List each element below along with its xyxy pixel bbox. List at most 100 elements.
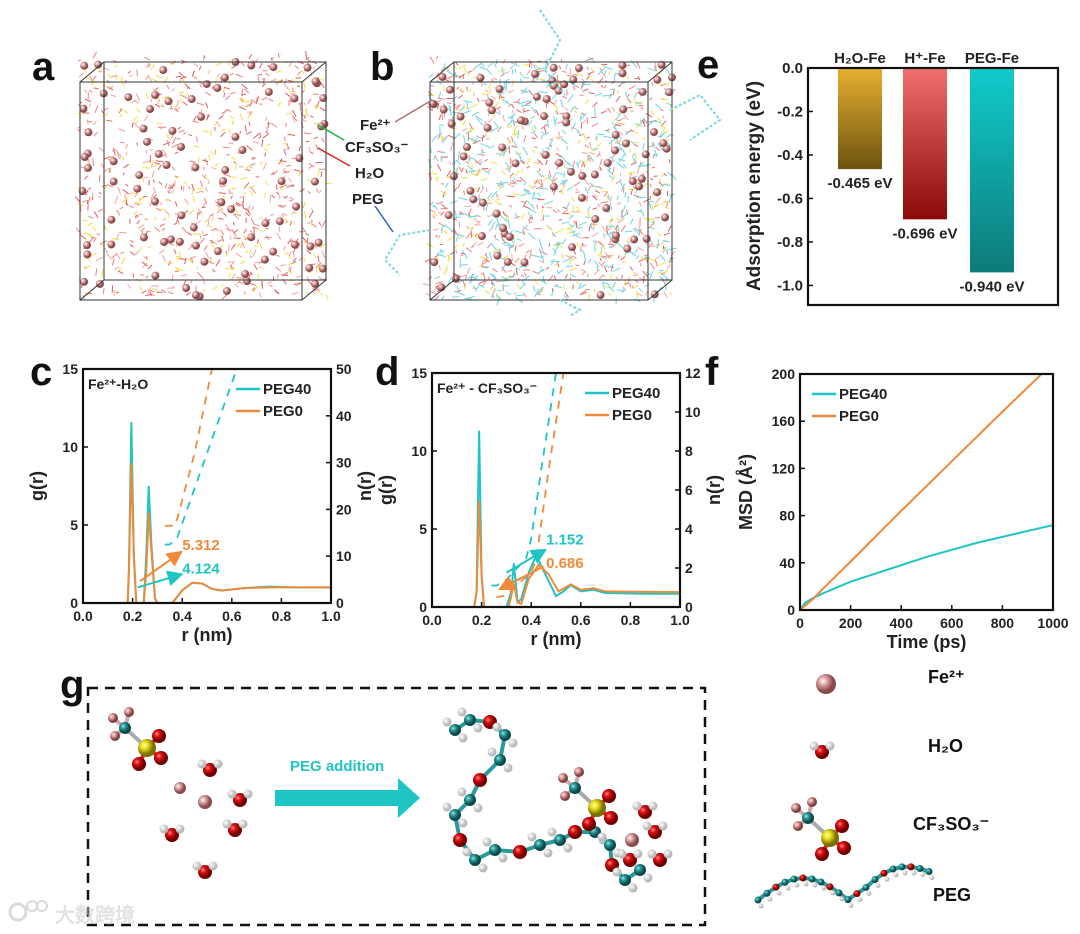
- solvent-mark: [532, 180, 536, 184]
- solvent-mark: [573, 181, 581, 187]
- solvent-mark: [474, 187, 480, 190]
- solvent-mark: [585, 57, 594, 62]
- fe-ion: [311, 279, 320, 288]
- solvent-mark: [119, 141, 125, 144]
- peg-chain-mark: [468, 137, 477, 142]
- fe-ion: [269, 247, 278, 256]
- peg-chain-mark: [480, 142, 490, 148]
- fe-ion: [303, 63, 312, 72]
- solvent-mark: [82, 200, 87, 203]
- solvent-mark: [201, 206, 206, 209]
- solvent-mark: [660, 272, 667, 276]
- solvent-mark: [226, 153, 230, 156]
- solvent-mark: [247, 205, 251, 210]
- solvent-mark: [321, 137, 325, 143]
- peg-chain-mark: [570, 230, 576, 233]
- fe-ion: [469, 195, 478, 204]
- fe-ion: [438, 72, 447, 81]
- solvent-mark: [522, 230, 526, 236]
- solvent-mark: [512, 109, 514, 114]
- peg-chain-mark: [501, 66, 505, 76]
- peg-chain-mark: [659, 254, 666, 262]
- atom-c: [499, 729, 511, 741]
- peg-chain-mark: [465, 100, 469, 110]
- solvent-mark: [591, 116, 597, 119]
- solvent-mark: [626, 93, 631, 98]
- solvent-mark: [132, 116, 138, 122]
- solvent-mark: [503, 275, 511, 281]
- solvent-mark: [315, 262, 322, 268]
- atom-h: [875, 882, 881, 888]
- solvent-mark: [581, 152, 588, 154]
- peg-chain-mark: [497, 289, 502, 292]
- solvent-mark: [223, 86, 230, 90]
- solvent-mark: [509, 182, 516, 185]
- solvent-mark: [615, 95, 621, 103]
- solvent-mark: [106, 184, 114, 188]
- solvent-mark: [122, 197, 129, 204]
- y-tick-label: 0: [70, 595, 78, 611]
- solvent-mark: [440, 207, 448, 210]
- solvent-mark: [118, 231, 127, 234]
- peg-chain-mark: [635, 101, 643, 105]
- solvent-mark: [540, 208, 544, 215]
- fe-ion: [555, 158, 564, 167]
- solvent-mark: [277, 205, 284, 209]
- atom-h: [643, 873, 653, 883]
- atom-h: [442, 802, 452, 812]
- solvent-mark: [600, 84, 604, 88]
- solvent-mark: [587, 70, 595, 75]
- peg-chain-mark: [578, 221, 587, 227]
- solvent-mark: [660, 120, 667, 127]
- solvent-mark: [487, 118, 493, 124]
- solvent-mark: [637, 246, 645, 252]
- peg-chain-mark: [596, 133, 605, 136]
- solvent-mark: [523, 200, 528, 207]
- peg-chain-mark: [472, 285, 476, 290]
- solvent-mark: [111, 258, 115, 266]
- solvent-mark: [545, 159, 548, 166]
- solvent-mark: [147, 264, 153, 270]
- solvent-mark: [281, 274, 289, 277]
- peg-chain-mark: [580, 81, 586, 90]
- solvent-mark: [180, 98, 184, 104]
- solvent-mark: [466, 267, 471, 275]
- peg-chain-mark: [555, 241, 561, 250]
- solvent-mark: [628, 149, 632, 153]
- solvent-mark: [582, 119, 586, 124]
- x-tick-label: 800: [991, 615, 1015, 631]
- atom-h: [473, 723, 483, 733]
- solvent-mark: [443, 267, 449, 276]
- peg-chain-mark: [544, 132, 549, 135]
- solvent-mark: [484, 289, 490, 294]
- peg-chain-mark: [605, 230, 615, 236]
- solvent-mark: [135, 93, 141, 101]
- peg-chain-mark: [490, 190, 498, 199]
- panel-label-f: f: [705, 350, 719, 394]
- peg-chain-mark: [485, 202, 489, 211]
- solvent-mark: [91, 252, 98, 256]
- peg-chain-mark: [552, 248, 557, 254]
- peg-chain-mark: [537, 91, 548, 94]
- solvent-mark: [458, 64, 467, 69]
- peg-chain-mark: [603, 65, 613, 71]
- solvent-mark: [521, 274, 525, 278]
- solvent-mark: [286, 184, 295, 188]
- solvent-mark: [474, 233, 478, 238]
- fe-ion: [566, 167, 575, 176]
- solvent-mark: [261, 139, 264, 147]
- atom-c: [449, 724, 461, 736]
- peg-chain-mark: [650, 220, 656, 224]
- peg-chain-mark: [475, 117, 483, 126]
- solvent-mark: [191, 183, 195, 191]
- solvent-mark: [182, 101, 188, 106]
- solvent-mark: [220, 184, 227, 188]
- solvent-mark: [564, 273, 568, 279]
- solvent-mark: [129, 251, 135, 256]
- solvent-mark: [220, 131, 226, 138]
- peg-chain-mark: [561, 179, 568, 182]
- solvent-mark: [664, 206, 670, 210]
- solvent-mark: [287, 133, 296, 137]
- solvent-mark: [170, 103, 173, 109]
